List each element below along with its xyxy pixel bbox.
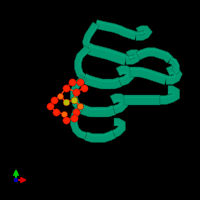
Polygon shape	[85, 43, 128, 65]
Point	[64, 118, 68, 122]
Polygon shape	[95, 20, 137, 40]
Polygon shape	[89, 44, 127, 58]
Polygon shape	[116, 66, 134, 86]
Polygon shape	[126, 55, 136, 59]
Polygon shape	[113, 100, 123, 108]
Point	[74, 90, 78, 94]
Point	[58, 94, 62, 98]
Polygon shape	[87, 25, 98, 48]
Polygon shape	[166, 66, 182, 84]
Polygon shape	[137, 49, 172, 59]
Point	[78, 80, 82, 84]
Polygon shape	[82, 22, 99, 49]
Polygon shape	[70, 75, 87, 111]
Polygon shape	[124, 95, 160, 105]
Polygon shape	[160, 92, 175, 98]
Point	[72, 98, 76, 102]
Polygon shape	[78, 104, 116, 117]
Polygon shape	[160, 86, 180, 104]
Point	[70, 80, 74, 84]
Polygon shape	[75, 79, 86, 107]
Point	[74, 110, 78, 114]
Point	[52, 98, 56, 102]
Point	[54, 110, 58, 114]
Point	[64, 86, 68, 90]
Point	[14, 178, 18, 182]
Point	[78, 104, 82, 108]
Polygon shape	[85, 75, 119, 82]
Polygon shape	[112, 118, 126, 138]
Polygon shape	[113, 124, 121, 133]
Polygon shape	[119, 72, 129, 80]
Polygon shape	[136, 31, 146, 35]
Polygon shape	[166, 72, 176, 78]
Polygon shape	[96, 21, 137, 34]
Polygon shape	[79, 49, 90, 77]
Polygon shape	[82, 74, 122, 89]
Point	[64, 100, 68, 104]
Polygon shape	[110, 94, 128, 114]
Polygon shape	[85, 130, 116, 142]
Polygon shape	[130, 67, 168, 85]
Polygon shape	[168, 57, 179, 75]
Point	[72, 116, 76, 120]
Polygon shape	[74, 45, 91, 81]
Polygon shape	[124, 97, 160, 98]
Polygon shape	[136, 26, 152, 40]
Polygon shape	[70, 105, 87, 139]
Polygon shape	[130, 69, 167, 78]
Point	[48, 104, 52, 108]
Polygon shape	[136, 48, 173, 63]
Polygon shape	[126, 50, 142, 64]
Point	[82, 86, 86, 90]
Polygon shape	[81, 105, 113, 110]
Polygon shape	[87, 131, 113, 136]
Point	[62, 112, 66, 116]
Polygon shape	[171, 58, 178, 74]
Polygon shape	[75, 109, 87, 135]
